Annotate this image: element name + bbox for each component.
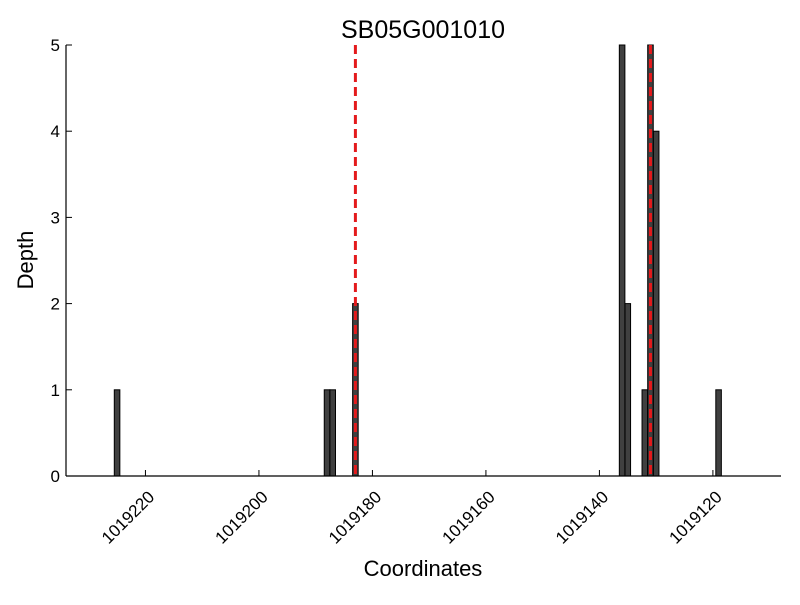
y-tick-label: 5 [51, 36, 60, 55]
y-axis-label: Depth [13, 231, 38, 290]
x-axis-label: Coordinates [364, 556, 483, 581]
y-tick-label: 0 [51, 467, 60, 486]
depth-bar [329, 389, 336, 477]
x-tick-label: 1019120 [665, 487, 725, 547]
y-tick-label: 3 [51, 208, 60, 227]
markers-layer [353, 45, 652, 476]
y-tick-label: 2 [51, 295, 60, 314]
x-tick-label: 1019180 [325, 487, 385, 547]
x-tick-label: 1019160 [439, 487, 499, 547]
depth-bar [323, 389, 331, 477]
y-tick-label: 4 [51, 122, 60, 141]
chart-title: SB05G001010 [341, 16, 505, 44]
depth-bar [113, 389, 121, 477]
depth-bar [715, 389, 722, 477]
bars-layer [113, 44, 722, 477]
depth-bar [652, 130, 660, 477]
x-tick-label: 1019220 [98, 487, 158, 547]
axes-layer [65, 45, 781, 477]
depth-bar [624, 303, 632, 477]
depth-bar [641, 389, 649, 477]
depth-bar [618, 44, 626, 477]
x-tick-label: 1019200 [212, 487, 272, 547]
y-tick-label: 1 [51, 381, 60, 400]
x-tick-label: 1019140 [552, 487, 612, 547]
